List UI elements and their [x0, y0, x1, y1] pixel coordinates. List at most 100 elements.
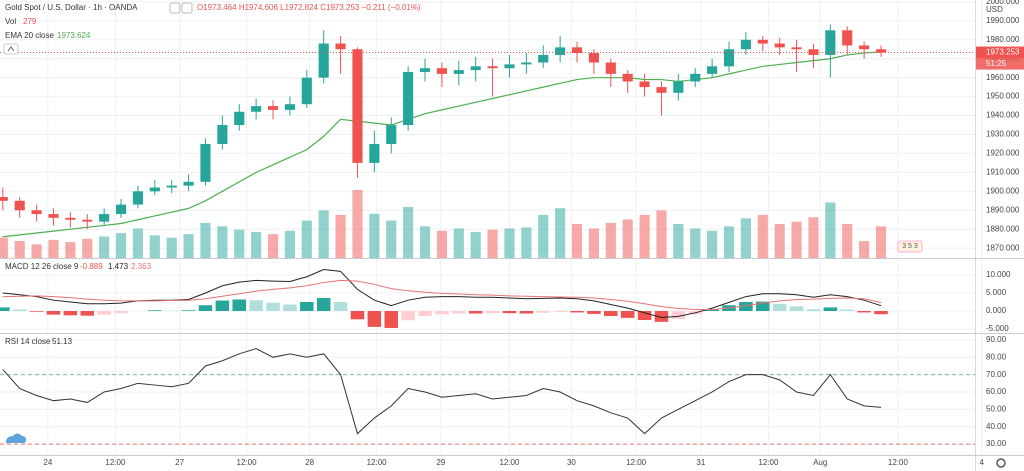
macd-histogram-bar: [283, 304, 297, 312]
last-price-label: 1973.253: [986, 48, 1020, 57]
volume-bar: [48, 239, 59, 258]
candle-body: [707, 66, 718, 74]
countdown-label: 51:25: [986, 59, 1007, 68]
x-tick-label: Aug: [813, 458, 827, 467]
macd-histogram-bar: [46, 311, 61, 315]
y-tick-label: 1920.000: [986, 149, 1020, 158]
volume-bar: [571, 224, 583, 258]
macd-histogram-bar: [823, 307, 838, 312]
labels: 24 12:00 27 12:00 28 12:00 29 12:00 30 12:00 31 12:…: [43, 0, 1024, 467]
macd-histogram-bar: [772, 303, 787, 312]
candle-body: [588, 53, 599, 63]
volume-bar: [115, 233, 127, 258]
candle-body: [166, 185, 177, 188]
macd-histogram-bar: [232, 299, 247, 312]
plots: [0, 24, 975, 445]
volume-bar: [301, 220, 312, 258]
rsi-readout: 51.13: [52, 337, 73, 346]
volume-bar: [453, 228, 464, 258]
candle-body: [740, 39, 751, 50]
legend-button[interactable]: [181, 2, 193, 14]
macd-hist-readout: -0.889: [80, 262, 103, 271]
macd-histogram-bar: [452, 311, 466, 314]
macd-histogram-bar: [350, 311, 365, 320]
candle-body: [622, 73, 633, 82]
macd-histogram-bar: [840, 309, 854, 312]
candle-body: [504, 64, 515, 69]
candle-body: [757, 39, 768, 44]
legend-button[interactable]: [169, 2, 181, 14]
volume-bar: [369, 213, 380, 258]
y-tick-label: 1980.000: [986, 35, 1020, 44]
y-tick-label: 1900.000: [986, 186, 1020, 195]
macd-histogram-bar: [300, 301, 314, 312]
volume-bar: [267, 234, 279, 258]
macd-histogram-bar: [114, 311, 128, 314]
volume-bar: [842, 224, 853, 258]
macd-histogram-bar: [384, 311, 399, 328]
legend: Gold Spot / U.S. Dollar · 1h · OANDA O19…: [3, 2, 1006, 468]
countdown-box: [976, 58, 1024, 70]
x-tick-label: 12:00: [758, 458, 779, 467]
macd-histogram-bar: [12, 309, 27, 312]
volume-bar: [673, 224, 684, 258]
volume-bar: [639, 214, 650, 258]
x-tick-label: 29: [436, 458, 445, 467]
candle-body: [538, 54, 549, 63]
macd-histogram-bar: [587, 311, 601, 314]
candle-body: [453, 70, 464, 74]
y-tick-label: 70.00: [986, 370, 1007, 379]
settings-button[interactable]: [996, 458, 1006, 468]
macd-histogram-bar: [80, 311, 95, 316]
candle-body: [436, 68, 447, 74]
ema-line: [2, 51, 882, 238]
candle-body: [14, 200, 25, 211]
events-badge-bg[interactable]: [897, 240, 923, 253]
volume-bar: [0, 237, 8, 258]
y-tick-label: -5.000: [986, 324, 1009, 333]
volume-bar: [386, 220, 397, 258]
candle-body: [470, 66, 481, 71]
volume-bar: [31, 244, 42, 258]
x-tick-label: 24: [43, 458, 52, 467]
x-tick-label: 12:00: [499, 458, 520, 467]
volume-bar: [521, 227, 532, 258]
volume-bar: [588, 228, 599, 258]
macd-histogram-bar: [29, 311, 44, 312]
candle-body: [251, 106, 262, 112]
macd-histogram-bar: [468, 311, 483, 314]
candle-body: [419, 68, 431, 72]
candle-body: [842, 30, 853, 46]
y-tick-label: 1960.000: [986, 73, 1020, 82]
y-tick-label: 1880.000: [986, 224, 1020, 233]
volume-bar: [504, 228, 515, 258]
candle-body: [267, 106, 279, 110]
collapse-button[interactable]: [3, 43, 19, 55]
y-tick-label: 50.00: [986, 404, 1007, 413]
macd-histogram-bar: [789, 306, 804, 312]
last-price-box: [976, 46, 1024, 59]
macd-histogram-bar: [0, 307, 10, 312]
volume-bar: [622, 219, 633, 258]
candle-body: [403, 71, 414, 126]
candle-body: [234, 111, 245, 126]
y-tick-label: 2000.000: [986, 0, 1020, 6]
macd-label: MACD 12 26 close 9: [5, 262, 79, 271]
macd-histogram-bar: [604, 311, 618, 317]
x-tick-label: 4: [980, 458, 985, 467]
candle-body: [639, 81, 650, 88]
volume-readout: 279: [23, 17, 37, 26]
candle-body: [859, 45, 870, 50]
candle-body: [571, 47, 583, 54]
x-tick-label: 12:00: [626, 458, 647, 467]
candle-body: [318, 43, 329, 78]
candle-body: [825, 30, 836, 55]
collapse-icon: [7, 46, 15, 52]
volume-bar: [808, 217, 819, 258]
symbol-title: Gold Spot / U.S. Dollar · 1h · OANDA: [5, 3, 138, 12]
y-tick-label: 1890.000: [986, 205, 1020, 214]
candle-body: [132, 191, 143, 205]
macd-histogram-bar: [215, 300, 230, 312]
y-tick-label: 10.000: [986, 270, 1011, 279]
y-tick-label: 60.00: [986, 387, 1007, 396]
